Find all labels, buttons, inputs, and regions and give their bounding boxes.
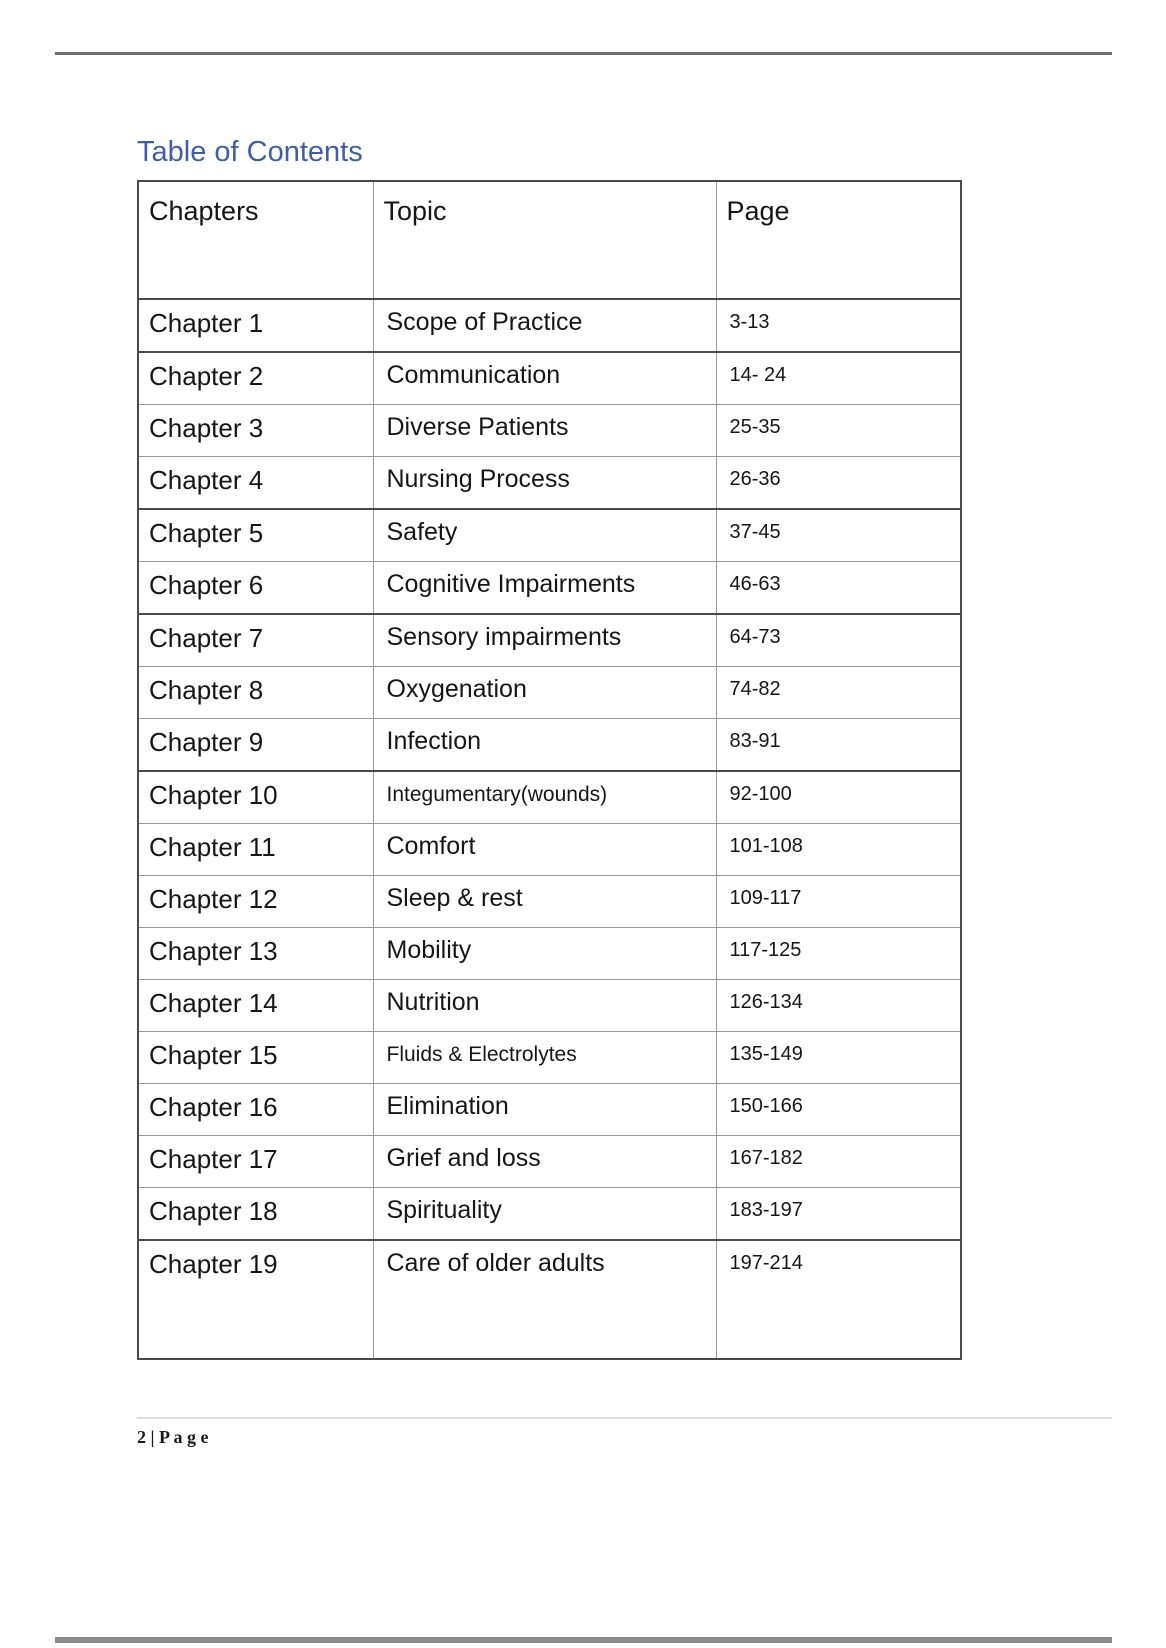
chapter-cell: Chapter 8: [137, 666, 374, 719]
chapter-cell: Chapter 15: [137, 1031, 374, 1084]
chapter-cell: Chapter 10: [137, 770, 374, 824]
topic-cell: Sensory impairments: [372, 613, 717, 667]
page-bottom-divider: [55, 1637, 1112, 1643]
topic-cell: Scope of Practice: [372, 298, 717, 353]
page-cell: 3-13: [715, 298, 962, 353]
table-row: Chapter 8 Oxygenation 74-82: [137, 666, 962, 719]
table-row: Chapter 1 Scope of Practice 3-13: [137, 298, 962, 353]
chapter-cell: Chapter 11: [137, 823, 374, 876]
chapter-cell: Chapter 5: [137, 508, 374, 562]
chapter-cell: Chapter 6: [137, 561, 374, 615]
topic-cell: Safety: [372, 508, 717, 562]
page-number-footer: 2 | P a g e: [137, 1427, 209, 1447]
table-row: Chapter 5 Safety 37-45: [137, 508, 962, 562]
page-cell: 26-36: [715, 456, 962, 510]
chapter-cell: Chapter 14: [137, 979, 374, 1032]
table-row: Chapter 4 Nursing Process 26-36: [137, 456, 962, 510]
column-header-chapters: Chapters: [137, 180, 374, 300]
topic-cell: Grief and loss: [372, 1135, 717, 1188]
topic-cell: Care of older adults: [372, 1239, 717, 1360]
topic-cell: Elimination: [372, 1083, 717, 1136]
table-row: Chapter 7 Sensory impairments 64-73: [137, 613, 962, 667]
chapter-cell: Chapter 3: [137, 404, 374, 457]
chapter-cell: Chapter 7: [137, 613, 374, 667]
table-row: Chapter 3 Diverse Patients 25-35: [137, 404, 962, 457]
chapter-cell: Chapter 18: [137, 1187, 374, 1241]
table-row: Chapter 6 Cognitive Impairments 46-63: [137, 561, 962, 615]
topic-cell: Cognitive Impairments: [372, 561, 717, 615]
chapter-cell: Chapter 4: [137, 456, 374, 510]
chapter-cell: Chapter 16: [137, 1083, 374, 1136]
page-cell: 167-182: [715, 1135, 962, 1188]
page-cell: 83-91: [715, 718, 962, 772]
page-title: Table of Contents: [137, 136, 363, 168]
page-cell: 25-35: [715, 404, 962, 457]
page-cell: 101-108: [715, 823, 962, 876]
table-row: Chapter 19 Care of older adults 197-214: [137, 1239, 962, 1360]
topic-cell: Integumentary(wounds): [372, 770, 717, 824]
topic-cell: Fluids & Electrolytes: [372, 1031, 717, 1084]
table-row: Chapter 13 Mobility 117-125: [137, 927, 962, 980]
topic-cell: Sleep & rest: [372, 875, 717, 928]
topic-cell: Diverse Patients: [372, 404, 717, 457]
page-cell: 46-63: [715, 561, 962, 615]
page-cell: 117-125: [715, 927, 962, 980]
chapter-cell: Chapter 12: [137, 875, 374, 928]
toc-table: Chapters Topic Page Chapter 1 Scope of Pr…: [137, 180, 962, 1360]
table-row: Chapter 17 Grief and loss 167-182: [137, 1135, 962, 1188]
table-row: Chapter 2 Communication 14- 24: [137, 351, 962, 405]
table-row: Chapter 16 Elimination 150-166: [137, 1083, 962, 1136]
table-row: Chapter 9 Infection 83-91: [137, 718, 962, 772]
table-header-row: Chapters Topic Page: [137, 180, 962, 300]
column-header-page: Page: [715, 180, 962, 300]
table-row: Chapter 18 Spirituality 183-197: [137, 1187, 962, 1241]
topic-cell: Infection: [372, 718, 717, 772]
table-row: Chapter 10 Integumentary(wounds) 92-100: [137, 770, 962, 824]
page-cell: 150-166: [715, 1083, 962, 1136]
table-row: Chapter 14 Nutrition 126-134: [137, 979, 962, 1032]
table-row: Chapter 12 Sleep & rest 109-117: [137, 875, 962, 928]
topic-cell: Comfort: [372, 823, 717, 876]
chapter-cell: Chapter 2: [137, 351, 374, 405]
page-cell: 109-117: [715, 875, 962, 928]
topic-cell: Spirituality: [372, 1187, 717, 1241]
table-row: Chapter 15 Fluids & Electrolytes 135-149: [137, 1031, 962, 1084]
topic-cell: Nutrition: [372, 979, 717, 1032]
page-cell: 37-45: [715, 508, 962, 562]
page-cell: 14- 24: [715, 351, 962, 405]
topic-cell: Communication: [372, 351, 717, 405]
chapter-cell: Chapter 9: [137, 718, 374, 772]
page-cell: 135-149: [715, 1031, 962, 1084]
chapter-cell: Chapter 13: [137, 927, 374, 980]
footer-divider: [137, 1417, 1112, 1419]
topic-cell: Oxygenation: [372, 666, 717, 719]
page-cell: 92-100: [715, 770, 962, 824]
chapter-cell: Chapter 17: [137, 1135, 374, 1188]
page-cell: 183-197: [715, 1187, 962, 1241]
chapter-cell: Chapter 1: [137, 298, 374, 353]
topic-cell: Nursing Process: [372, 456, 717, 510]
column-header-topic: Topic: [372, 180, 717, 300]
topic-cell: Mobility: [372, 927, 717, 980]
page-top-divider: [55, 52, 1112, 55]
page-cell: 126-134: [715, 979, 962, 1032]
table-row: Chapter 11 Comfort 101-108: [137, 823, 962, 876]
chapter-cell: Chapter 19: [137, 1239, 374, 1360]
page-cell: 74-82: [715, 666, 962, 719]
page-cell: 64-73: [715, 613, 962, 667]
page-cell: 197-214: [715, 1239, 962, 1360]
